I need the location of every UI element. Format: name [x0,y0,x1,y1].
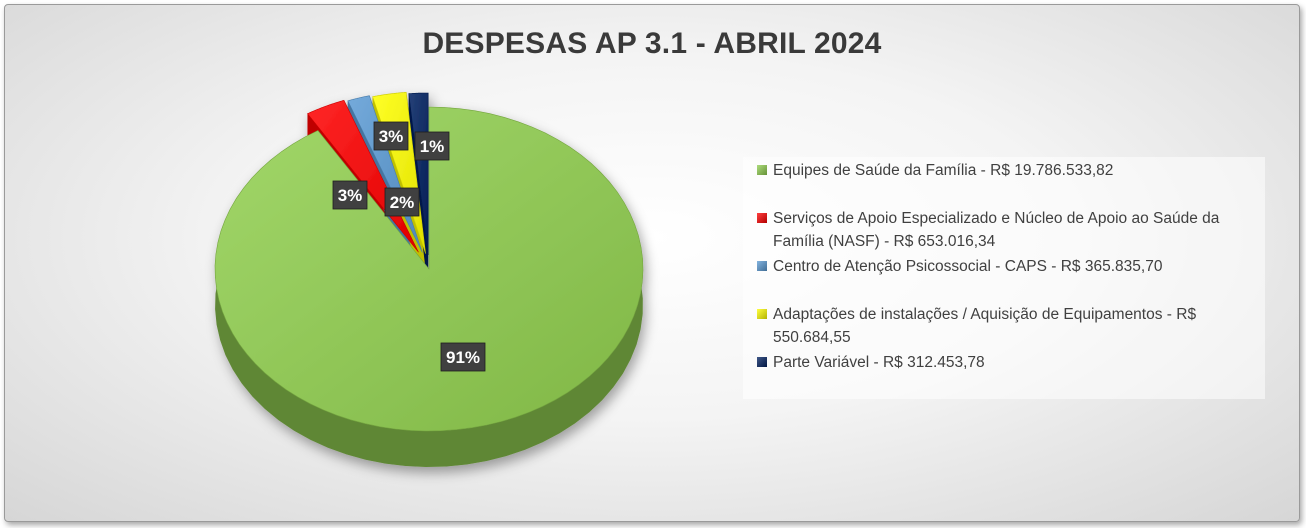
legend-label: Adaptações de instalações / Aquisição de… [773,306,1197,346]
data-label-box [332,180,368,210]
legend-label: Equipes de Saúde da Família - R$ 19.786.… [773,162,1114,179]
legend-label: Parte Variável - R$ 312.453,78 [773,354,985,371]
legend-item: Serviços de Apoio Especializado e Núcleo… [757,207,1259,253]
legend-label: Centro de Atenção Psicossocial - CAPS - … [773,258,1163,275]
chart-title: DESPESAS AP 3.1 - ABRIL 2024 [422,27,882,60]
pie-chart: 91% 3% 2% 3% 1% [214,92,644,467]
pie-slice [214,106,644,432]
legend-swatch [757,213,767,223]
data-label-box [414,131,450,161]
data-label-box [440,342,486,372]
data-label: 1% [420,137,445,156]
legend-item: Equipes de Saúde da Família - R$ 19.786.… [757,159,1259,182]
data-label: 3% [338,186,363,205]
legend-swatch [757,357,767,367]
legend: Equipes de Saúde da Família - R$ 19.786.… [743,157,1265,399]
legend-swatch [757,261,767,271]
legend-item: Parte Variável - R$ 312.453,78 [757,351,1259,374]
data-label-box [373,121,409,151]
legend-label: Serviços de Apoio Especializado e Núcleo… [773,210,1220,250]
data-label: 91% [446,348,480,367]
chart-area: DESPESAS AP 3.1 - ABRIL 2024 91% 3% 2% 3% 1%… [4,4,1300,522]
data-label-box [384,187,420,217]
legend-item: Adaptações de instalações / Aquisição de… [757,303,1259,349]
legend-item: Centro de Atenção Psicossocial - CAPS - … [757,255,1259,278]
legend-swatch [757,165,767,175]
data-label: 3% [379,127,404,146]
data-label: 2% [390,193,415,212]
legend-swatch [757,309,767,319]
